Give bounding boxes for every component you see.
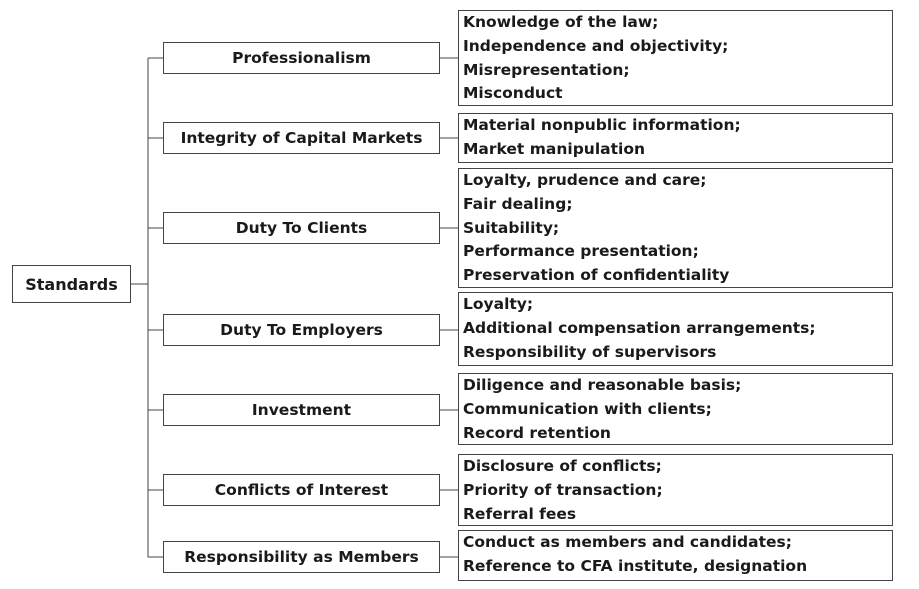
detail-item: Fair dealing; [463,194,573,213]
category-integrity-capital-markets: Integrity of Capital Markets [163,122,440,154]
detail-item: Loyalty; [463,295,534,313]
category-professionalism: Professionalism [163,42,440,74]
detail-item: Priority of transaction; [463,480,663,499]
detail-item: Independence and objectivity; [463,36,729,55]
detail-item: Additional compensation arrangements; [463,318,816,337]
detail-item: Referral fees [463,504,577,523]
detail-item: Misrepresentation; [463,60,630,79]
detail-item: Knowledge of the law; [463,13,659,31]
details-duty-to-clients: Loyalty, prudence and care; Fair dealing… [458,168,893,288]
detail-item: Record retention [463,423,611,442]
details-duty-to-employers: Loyalty; Additional compensation arrange… [458,292,893,366]
detail-item: Suitability; [463,218,560,237]
details-responsibility-as-members: Conduct as members and candidates; Refer… [458,530,893,581]
detail-item: Preservation of confidentiality [463,266,730,285]
detail-item: Conduct as members and candidates; [463,533,792,551]
detail-item: Reference to CFA institute, designation [463,556,808,575]
category-conflicts-of-interest: Conflicts of Interest [163,474,440,506]
details-conflicts-of-interest: Disclosure of conflicts; Priority of tra… [458,454,893,526]
category-responsibility-as-members: Responsibility as Members [163,541,440,573]
details-investment: Diligence and reasonable basis; Communic… [458,373,893,445]
detail-item: Communication with clients; [463,399,712,418]
detail-item: Performance presentation; [463,242,699,261]
detail-item: Responsibility of supervisors [463,342,717,361]
detail-item: Material nonpublic information; [463,116,741,134]
category-duty-to-clients: Duty To Clients [163,212,440,244]
category-investment: Investment [163,394,440,426]
details-integrity-capital-markets: Material nonpublic information; Market m… [458,113,893,163]
detail-item: Loyalty, prudence and care; [463,171,707,189]
root-node: Standards [12,265,131,303]
detail-item: Market manipulation [463,139,646,158]
detail-item: Diligence and reasonable basis; [463,376,742,394]
detail-item: Misconduct [463,84,563,103]
category-duty-to-employers: Duty To Employers [163,314,440,346]
detail-item: Disclosure of conflicts; [463,457,662,475]
details-professionalism: Knowledge of the law; Independence and o… [458,10,893,106]
